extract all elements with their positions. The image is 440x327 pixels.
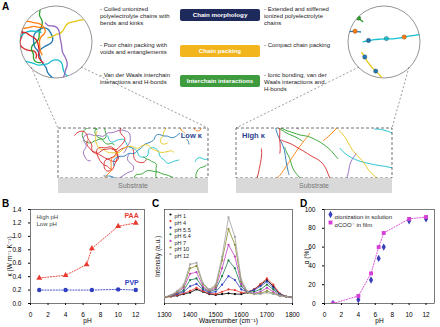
svg-text:0: 0 [29, 311, 33, 318]
svg-text:pH 1: pH 1 [175, 213, 187, 219]
svg-text:6: 6 [373, 311, 378, 319]
svg-text:PAA: PAA [124, 212, 138, 219]
svg-text:pH 10: pH 10 [175, 246, 190, 252]
svg-text:20: 20 [308, 281, 316, 288]
svg-text:Chain morphology: Chain morphology [193, 11, 248, 18]
svg-text:Intensity (a.u.): Intensity (a.u.) [154, 236, 162, 277]
svg-text:pH 7: pH 7 [175, 240, 187, 246]
svg-text:40: 40 [308, 262, 316, 269]
svg-text:1.0: 1.0 [12, 232, 21, 239]
svg-text:10: 10 [405, 311, 413, 318]
svg-text:0: 0 [323, 311, 327, 318]
svg-text:- Coiled unionizedpolyelectrol: - Coiled unionizedpolyelectrolyte chains… [100, 6, 170, 26]
svg-text:8: 8 [99, 311, 103, 318]
svg-text:- Compact chain packing: - Compact chain packing [264, 42, 330, 48]
svg-text:0: 0 [312, 300, 316, 307]
html-text:D: D [300, 198, 308, 209]
svg-text:High κ: High κ [242, 131, 266, 140]
svg-text:- Van der Waals interchaininte: - Van der Waals interchaininteractions a… [100, 72, 170, 85]
svg-text:100: 100 [304, 205, 316, 213]
svg-text:1600: 1600 [234, 311, 249, 319]
svg-text:αionization in solution: αionization in solution [335, 214, 393, 220]
svg-text:pH: pH [83, 317, 92, 325]
svg-text:PVP: PVP [125, 279, 139, 286]
svg-text:High pH: High pH [37, 214, 59, 220]
svg-text:1.4: 1.4 [12, 206, 21, 213]
svg-text:pH 6.4: pH 6.4 [175, 233, 191, 239]
svg-text:pH 12: pH 12 [175, 253, 190, 259]
svg-text:- Poor chain packing withvoids: - Poor chain packing withvoids and entan… [100, 42, 167, 55]
svg-text:Wavenumber (cm⁻¹): Wavenumber (cm⁻¹) [199, 317, 258, 325]
svg-text:pH 5.5: pH 5.5 [175, 227, 191, 233]
svg-text:2: 2 [340, 311, 344, 318]
svg-text:1800: 1800 [285, 311, 300, 318]
svg-text:4: 4 [64, 311, 68, 318]
svg-text:pH 4: pH 4 [175, 220, 187, 226]
svg-text:- Ionic bonding, van derWaals: - Ionic bonding, van derWaals interactio… [264, 72, 327, 92]
svg-text:- Extended and stiffenedionize: - Extended and stiffenedionized polyelec… [264, 6, 329, 26]
svg-text:1300: 1300 [157, 311, 172, 318]
svg-text:αCOO⁻ in film: αCOO⁻ in film [335, 222, 373, 228]
svg-text:2: 2 [46, 311, 50, 318]
svg-text:Interchain interactions: Interchain interactions [187, 77, 254, 84]
svg-text:60: 60 [308, 243, 316, 251]
svg-text:1700: 1700 [260, 311, 275, 318]
svg-text:Low κ: Low κ [181, 131, 203, 140]
svg-text:4: 4 [357, 311, 361, 318]
svg-text:Substrate: Substrate [118, 182, 148, 189]
svg-text:Low pH: Low pH [37, 221, 57, 227]
svg-text:80: 80 [308, 224, 316, 231]
svg-text:1.2: 1.2 [12, 219, 21, 226]
html-text:C: C [152, 198, 160, 209]
svg-text:A: A [2, 1, 9, 12]
svg-text:1500: 1500 [208, 311, 223, 319]
svg-text:0.4: 0.4 [12, 273, 21, 280]
svg-text:0.2: 0.2 [12, 286, 21, 293]
svg-text:12: 12 [132, 311, 140, 318]
svg-text:pH: pH [375, 317, 384, 325]
svg-text:Substrate: Substrate [299, 182, 329, 189]
svg-text:0.0: 0.0 [12, 300, 21, 307]
svg-text:8: 8 [390, 311, 394, 318]
svg-text:κ (W m⁻¹ K⁻¹): κ (W m⁻¹ K⁻¹) [6, 236, 14, 276]
svg-text:0.8: 0.8 [12, 246, 21, 253]
svg-text:α (%): α (%) [303, 249, 311, 265]
html-text:B: B [2, 198, 10, 209]
svg-text:Chain packing: Chain packing [199, 47, 242, 54]
svg-text:12: 12 [422, 311, 430, 318]
svg-text:10: 10 [115, 311, 123, 318]
svg-text:6: 6 [81, 311, 85, 319]
svg-text:1400: 1400 [183, 311, 198, 318]
svg-text:0.6: 0.6 [12, 259, 21, 266]
